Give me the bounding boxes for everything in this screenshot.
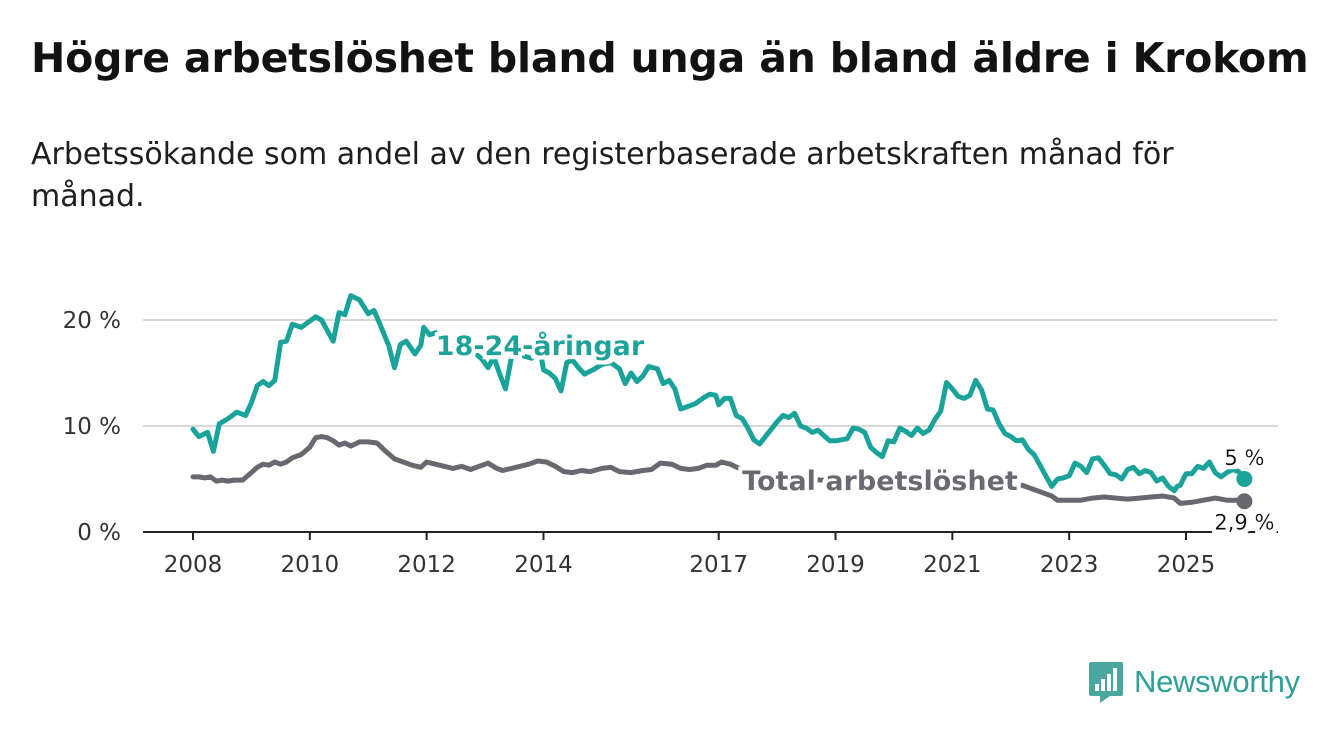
x-tick-label: 2008 [164, 552, 223, 578]
x-tick-label: 2014 [514, 552, 573, 578]
x-tick-label: 2017 [689, 552, 748, 578]
x-tick-label: 2019 [806, 552, 865, 578]
newsworthy-logo: Newsworthy [1088, 660, 1300, 704]
y-tick-label: 20 % [63, 308, 121, 334]
y-tick-label: 0 % [77, 520, 121, 546]
y-tick-label: 10 % [63, 414, 121, 440]
end-value-label-18-24: 5 % [1224, 446, 1264, 470]
newsworthy-logo-icon [1089, 662, 1123, 703]
x-tick-label: 2021 [923, 552, 982, 578]
end-value-label-total: 2,9 % [1214, 510, 1274, 534]
series-line-total [190, 434, 1247, 506]
end-marker-total [1236, 493, 1253, 510]
chart-subtitle: Arbetssökande som andel av den registerb… [31, 137, 1174, 214]
series-label-18-24: 18-24-åringar [436, 330, 645, 362]
line-chart: 0 % 10 % 20 % 2008 2010 2012 2014 2017 2019 2021 2… [63, 293, 1278, 578]
brand-name: Newsworthy [1134, 664, 1300, 699]
x-tick-label: 2010 [281, 552, 340, 578]
series-label-total: Total arbetslöshet [742, 466, 1018, 497]
x-tick-label: 2025 [1157, 552, 1216, 578]
x-tick-label: 2012 [397, 552, 456, 578]
series-line-18-24 [190, 293, 1247, 494]
x-tick-label: 2023 [1040, 552, 1099, 578]
chart-title: Högre arbetslöshet bland unga än bland ä… [31, 34, 1309, 82]
end-marker-18-24 [1236, 471, 1253, 487]
